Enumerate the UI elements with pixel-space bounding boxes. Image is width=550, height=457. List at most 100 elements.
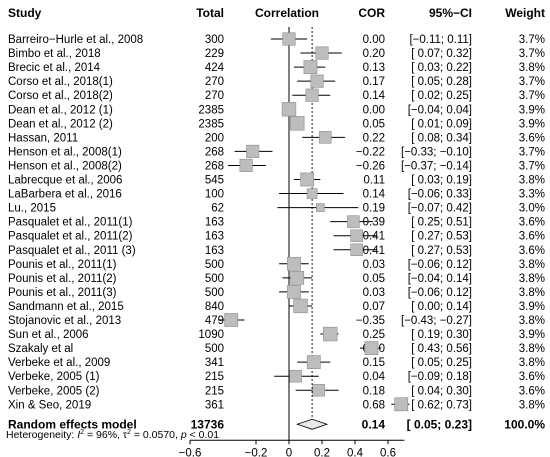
- study-ci: [ 0.01; 0.09]: [411, 118, 472, 130]
- study-weight: 3.7%: [519, 48, 545, 60]
- study-row: Lu., 2015 62 0.19 [−0.07; 0.42] 3.0%: [8, 203, 545, 215]
- study-ci: [ 0.62; 0.73]: [411, 399, 472, 411]
- study-total: 100: [205, 189, 224, 201]
- study-label: Verbeke et al., 2009: [8, 357, 110, 369]
- study-weight: 3.8%: [519, 273, 545, 285]
- effect-square: [246, 144, 260, 158]
- study-row: Pounis et al., 2011(3) 500 0.03 [−0.06; 0.1…: [8, 287, 545, 299]
- study-label: Verbeke, 2005 (1): [8, 371, 100, 383]
- study-label: Corso et al., 2018(2): [8, 90, 113, 102]
- study-label: Bimbo et al., 2018: [8, 48, 101, 60]
- study-row: Hassan, 2011 200 0.22 [ 0.08; 0.34] 3.6%: [8, 132, 545, 144]
- study-ci: [−0.06; 0.12]: [408, 287, 472, 299]
- study-weight: 3.6%: [519, 245, 545, 257]
- study-cor: 0.18: [363, 385, 385, 397]
- study-row: Verbeke, 2005 (2) 215 0.18 [ 0.04; 0.30] 3.6…: [8, 385, 545, 397]
- study-weight: 3.9%: [519, 118, 545, 130]
- study-label: Henson et al., 2008(1): [8, 146, 122, 158]
- effect-square: [315, 46, 329, 60]
- study-cor: 0.17: [363, 76, 385, 88]
- study-row: Stojanovic et al., 2013 479 −0.35 [−0.43; −…: [8, 315, 545, 327]
- study-row: Brecic et al., 2014 424 0.13 [ 0.03; 0.22] 3…: [8, 62, 545, 74]
- header-total: Total: [196, 6, 224, 20]
- study-label: Sandmann et al., 2015: [8, 301, 124, 313]
- study-total: 62: [211, 203, 224, 215]
- study-cor: 0.41: [363, 245, 385, 257]
- study-weight: 3.8%: [519, 62, 545, 74]
- study-label: Dean et al., 2012 (2): [8, 118, 113, 130]
- pooled-diamond: [295, 418, 329, 430]
- plot-area: −0.6 −0.2 0 0.2 0.4 0.6: [179, 27, 410, 457]
- study-weight: 3.8%: [519, 175, 545, 187]
- study-cor: 0.00: [363, 104, 385, 116]
- study-row: Verbeke et al., 2009 341 0.15 [ 0.05; 0.25]…: [8, 357, 545, 369]
- study-cor: 0.41: [363, 231, 385, 243]
- study-total: 163: [205, 245, 224, 257]
- study-cor: 0.39: [363, 217, 385, 229]
- study-rows: Barreiro−Hurle et al., 2008 300 0.00 [−0.11…: [8, 34, 545, 431]
- study-row: Pounis et al., 2011(1) 500 0.03 [−0.06; 0.1…: [8, 259, 545, 271]
- study-row: Dean et al., 2012 (2) 2385 0.05 [ 0.01; 0.0…: [8, 118, 545, 130]
- study-weight: 3.8%: [519, 357, 545, 369]
- header-correlation: Correlation: [255, 6, 319, 20]
- study-label: Lu., 2015: [8, 203, 56, 215]
- effect-square: [305, 88, 319, 102]
- study-ci: [ 0.19; 0.30]: [411, 329, 472, 341]
- study-row: Xin & Seo, 2019 361 0.68 [ 0.62; 0.73] 3.8%: [8, 399, 545, 411]
- study-total: 361: [205, 399, 224, 411]
- study-ci: [ 0.27; 0.53]: [411, 245, 472, 257]
- study-label: Xin & Seo, 2019: [8, 399, 91, 411]
- study-total: 840: [205, 301, 224, 313]
- study-weight: 3.7%: [519, 160, 545, 172]
- study-total: 268: [205, 146, 224, 158]
- study-label: Labrecque et al., 2006: [8, 175, 122, 187]
- study-cor: 0.14: [363, 90, 386, 102]
- study-cor: 0.04: [363, 371, 386, 383]
- effect-square: [282, 32, 296, 46]
- x-tick-label: −0.6: [179, 447, 202, 457]
- study-label: Pasqualet et al., 2011 (3): [8, 245, 136, 257]
- effect-square: [312, 384, 325, 397]
- study-total: 163: [205, 231, 224, 243]
- study-row: Pasqualet et al., 2011 (3) 163 0.41 [ 0.27;…: [8, 245, 545, 257]
- study-label: Pounis et al., 2011(3): [8, 287, 117, 299]
- study-label: Stojanovic et al., 2013: [8, 315, 121, 327]
- x-tick-label: 0.4: [347, 447, 364, 457]
- study-weight: 3.8%: [519, 399, 545, 411]
- study-row: LaBarbera et al., 2016 100 0.14 [−0.06; 0.3…: [8, 189, 545, 201]
- study-row: Dean et al., 2012 (1) 2385 0.00 [−0.04; 0.0…: [8, 104, 545, 116]
- study-row: Labrecque et al., 2006 545 0.11 [ 0.03; 0.1…: [8, 175, 545, 187]
- pooled-label: Random effects model: [8, 417, 137, 431]
- study-label: Hassan, 2011: [8, 132, 78, 144]
- header-cor: COR: [358, 6, 385, 20]
- study-row: Corso et al., 2018(2) 270 0.14 [ 0.02; 0.25…: [8, 90, 545, 102]
- pooled-cor: 0.14: [362, 417, 386, 431]
- study-total: 500: [205, 259, 224, 271]
- study-total: 500: [205, 273, 224, 285]
- study-total: 2385: [198, 118, 224, 130]
- x-tick-label: 0: [286, 447, 292, 457]
- study-ci: [−0.11; 0.11]: [409, 34, 472, 46]
- study-total: 1090: [198, 329, 224, 341]
- effect-square: [287, 256, 301, 271]
- study-cor: 0.20: [363, 48, 385, 60]
- study-cor: 0.19: [363, 203, 385, 215]
- study-ci: [−0.33; −0.10]: [401, 146, 472, 158]
- effect-square: [306, 355, 321, 370]
- effect-square: [287, 285, 301, 299]
- study-row: Pasqualet et al., 2011(1) 163 0.39 [ 0.25; …: [8, 217, 545, 229]
- study-ci: [−0.07; 0.42]: [408, 203, 472, 215]
- study-cor: 0.07: [363, 301, 385, 313]
- study-cor: 0.05: [363, 273, 385, 285]
- pooled-total: 13736: [191, 417, 225, 431]
- header-weight: Weight: [505, 6, 545, 20]
- header-study: Study: [8, 6, 42, 20]
- study-cor: 0.05: [363, 118, 385, 130]
- study-label: Sun et al., 2006: [8, 329, 89, 341]
- study-row: Szakaly et al5000.50[ 0.43; 0.56]3.8%: [8, 343, 545, 355]
- study-row: Sun et al., 2006 1090 0.25 [ 0.19; 0.30] 3.9…: [8, 329, 545, 341]
- study-label: Verbeke, 2005 (2): [8, 385, 100, 397]
- x-tick-label: 0.2: [314, 447, 330, 457]
- effect-square: [290, 270, 305, 285]
